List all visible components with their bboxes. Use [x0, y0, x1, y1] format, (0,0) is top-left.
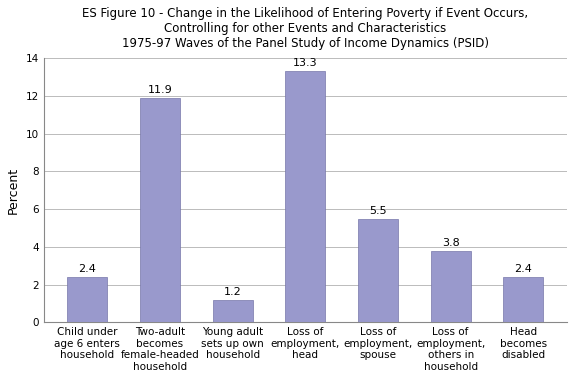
Y-axis label: Percent: Percent [7, 167, 20, 214]
Text: 3.8: 3.8 [442, 238, 460, 248]
Bar [213, 300, 253, 323]
Text: 1.2: 1.2 [224, 287, 242, 297]
Text: 5.5: 5.5 [369, 206, 387, 216]
Bar [67, 277, 107, 323]
Bar [358, 219, 398, 323]
Bar [140, 98, 180, 323]
Bar [430, 251, 471, 323]
Text: 2.4: 2.4 [79, 264, 96, 274]
Text: 11.9: 11.9 [148, 85, 172, 95]
Bar [285, 71, 325, 323]
Text: 2.4: 2.4 [514, 264, 532, 274]
Bar [503, 277, 543, 323]
Text: 13.3: 13.3 [293, 58, 317, 69]
Title: ES Figure 10 - Change in the Likelihood of Entering Poverty if Event Occurs,
Con: ES Figure 10 - Change in the Likelihood … [82, 7, 529, 50]
